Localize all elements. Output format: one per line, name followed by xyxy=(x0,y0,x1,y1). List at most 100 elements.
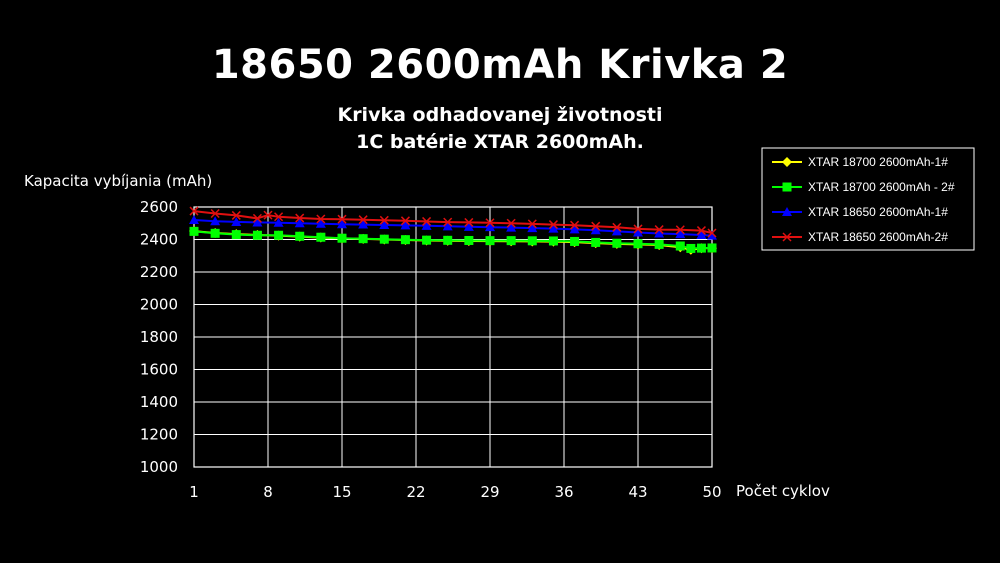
x-tick-label: 22 xyxy=(406,483,425,501)
data-point xyxy=(654,239,664,249)
data-point xyxy=(210,228,220,238)
data-point xyxy=(231,210,241,220)
data-point xyxy=(527,236,537,246)
legend-item-1: XTAR 18700 2600mAh-1# xyxy=(772,155,948,169)
data-point xyxy=(686,243,696,253)
chart-legend: XTAR 18700 2600mAh-1# XTAR 18700 2600mAh … xyxy=(761,147,975,251)
data-point xyxy=(675,229,686,239)
data-point xyxy=(337,214,347,224)
data-point xyxy=(316,232,326,242)
data-point xyxy=(485,222,495,232)
data-point xyxy=(210,216,221,226)
data-point xyxy=(379,234,389,244)
x-marker-stroke xyxy=(400,216,410,226)
data-point xyxy=(273,217,284,227)
data-point xyxy=(654,228,665,238)
x-marker-stroke xyxy=(379,215,389,225)
x-marker-stroke xyxy=(654,225,664,235)
data-point xyxy=(337,219,347,229)
x-marker-stroke xyxy=(782,232,792,242)
x-marker-stroke xyxy=(506,218,516,228)
data-point xyxy=(422,216,432,226)
x-tick-label: 43 xyxy=(628,483,647,501)
series-4 xyxy=(189,206,717,238)
chart-title: 18650 2600mAh Krivka 2 xyxy=(211,42,789,88)
data-point xyxy=(189,206,199,216)
data-point xyxy=(358,215,368,225)
data-point xyxy=(379,220,390,230)
data-point xyxy=(506,222,517,232)
x-marker-stroke xyxy=(231,210,241,220)
data-point xyxy=(590,225,601,235)
x-marker-stroke xyxy=(443,217,453,227)
data-point xyxy=(591,221,601,231)
legend-label: XTAR 18700 2600mAh-1# xyxy=(808,155,948,169)
legend-label: XTAR 18650 2600mAh-2# xyxy=(808,230,948,244)
data-point xyxy=(570,236,580,246)
data-point xyxy=(422,235,432,245)
data-point xyxy=(231,230,241,240)
data-point xyxy=(696,243,706,253)
y-tick-label: 1800 xyxy=(140,328,178,346)
y-axis-label: Kapacita vybíjania (mAh) xyxy=(24,172,212,190)
x-marker-stroke xyxy=(527,219,537,229)
data-point xyxy=(400,235,410,245)
x-marker-stroke xyxy=(316,214,326,224)
legend-label: XTAR 18650 2600mAh-1# xyxy=(808,205,948,219)
data-point xyxy=(295,213,305,223)
y-tick-label: 2200 xyxy=(140,263,178,281)
data-point xyxy=(485,236,495,246)
data-point xyxy=(442,221,453,231)
y-tick-label: 2400 xyxy=(140,231,178,249)
chart-series xyxy=(189,206,717,255)
data-point xyxy=(633,224,643,234)
data-point xyxy=(189,215,199,224)
data-point xyxy=(231,216,242,226)
x-marker-stroke xyxy=(252,213,262,223)
data-point xyxy=(633,239,643,249)
y-tick-label: 1400 xyxy=(140,393,178,411)
data-point xyxy=(485,218,495,228)
data-point xyxy=(358,219,369,229)
x-marker-stroke xyxy=(263,210,273,220)
x-marker-stroke xyxy=(485,218,495,228)
x-marker-stroke xyxy=(633,224,643,234)
data-point xyxy=(464,235,474,245)
x-marker-stroke xyxy=(570,220,580,230)
data-point xyxy=(337,233,347,243)
data-point xyxy=(548,220,558,230)
data-point xyxy=(295,231,305,241)
x-marker-stroke xyxy=(675,225,685,235)
data-point xyxy=(696,226,706,236)
data-point xyxy=(570,220,580,230)
data-point xyxy=(294,218,305,228)
data-point xyxy=(654,225,664,235)
data-point xyxy=(612,238,622,248)
data-point xyxy=(252,230,262,240)
data-point xyxy=(707,243,717,253)
data-point xyxy=(569,224,580,234)
x-tick-label: 50 xyxy=(702,483,721,501)
chart-subtitle-line2: 1C batérie XTAR 2600mAh. xyxy=(356,131,644,153)
data-point xyxy=(252,213,262,223)
data-point xyxy=(379,215,389,225)
data-point xyxy=(274,212,284,222)
data-point xyxy=(633,227,643,237)
x-tick-label: 29 xyxy=(480,483,499,501)
data-point xyxy=(421,220,432,230)
x-tick-label: 36 xyxy=(554,483,573,501)
x-marker-stroke xyxy=(707,228,717,238)
data-point xyxy=(263,210,273,220)
y-tick-label: 2600 xyxy=(140,198,178,216)
data-point xyxy=(316,214,326,224)
data-point xyxy=(252,217,263,227)
series-2 xyxy=(189,226,717,253)
data-point xyxy=(506,218,516,228)
legend-label: XTAR 18700 2600mAh - 2# xyxy=(808,180,955,194)
data-point xyxy=(506,236,516,246)
data-point xyxy=(696,229,707,239)
x-marker-stroke xyxy=(591,221,601,231)
x-tick-label: 1 xyxy=(189,483,199,501)
data-point xyxy=(707,230,717,240)
